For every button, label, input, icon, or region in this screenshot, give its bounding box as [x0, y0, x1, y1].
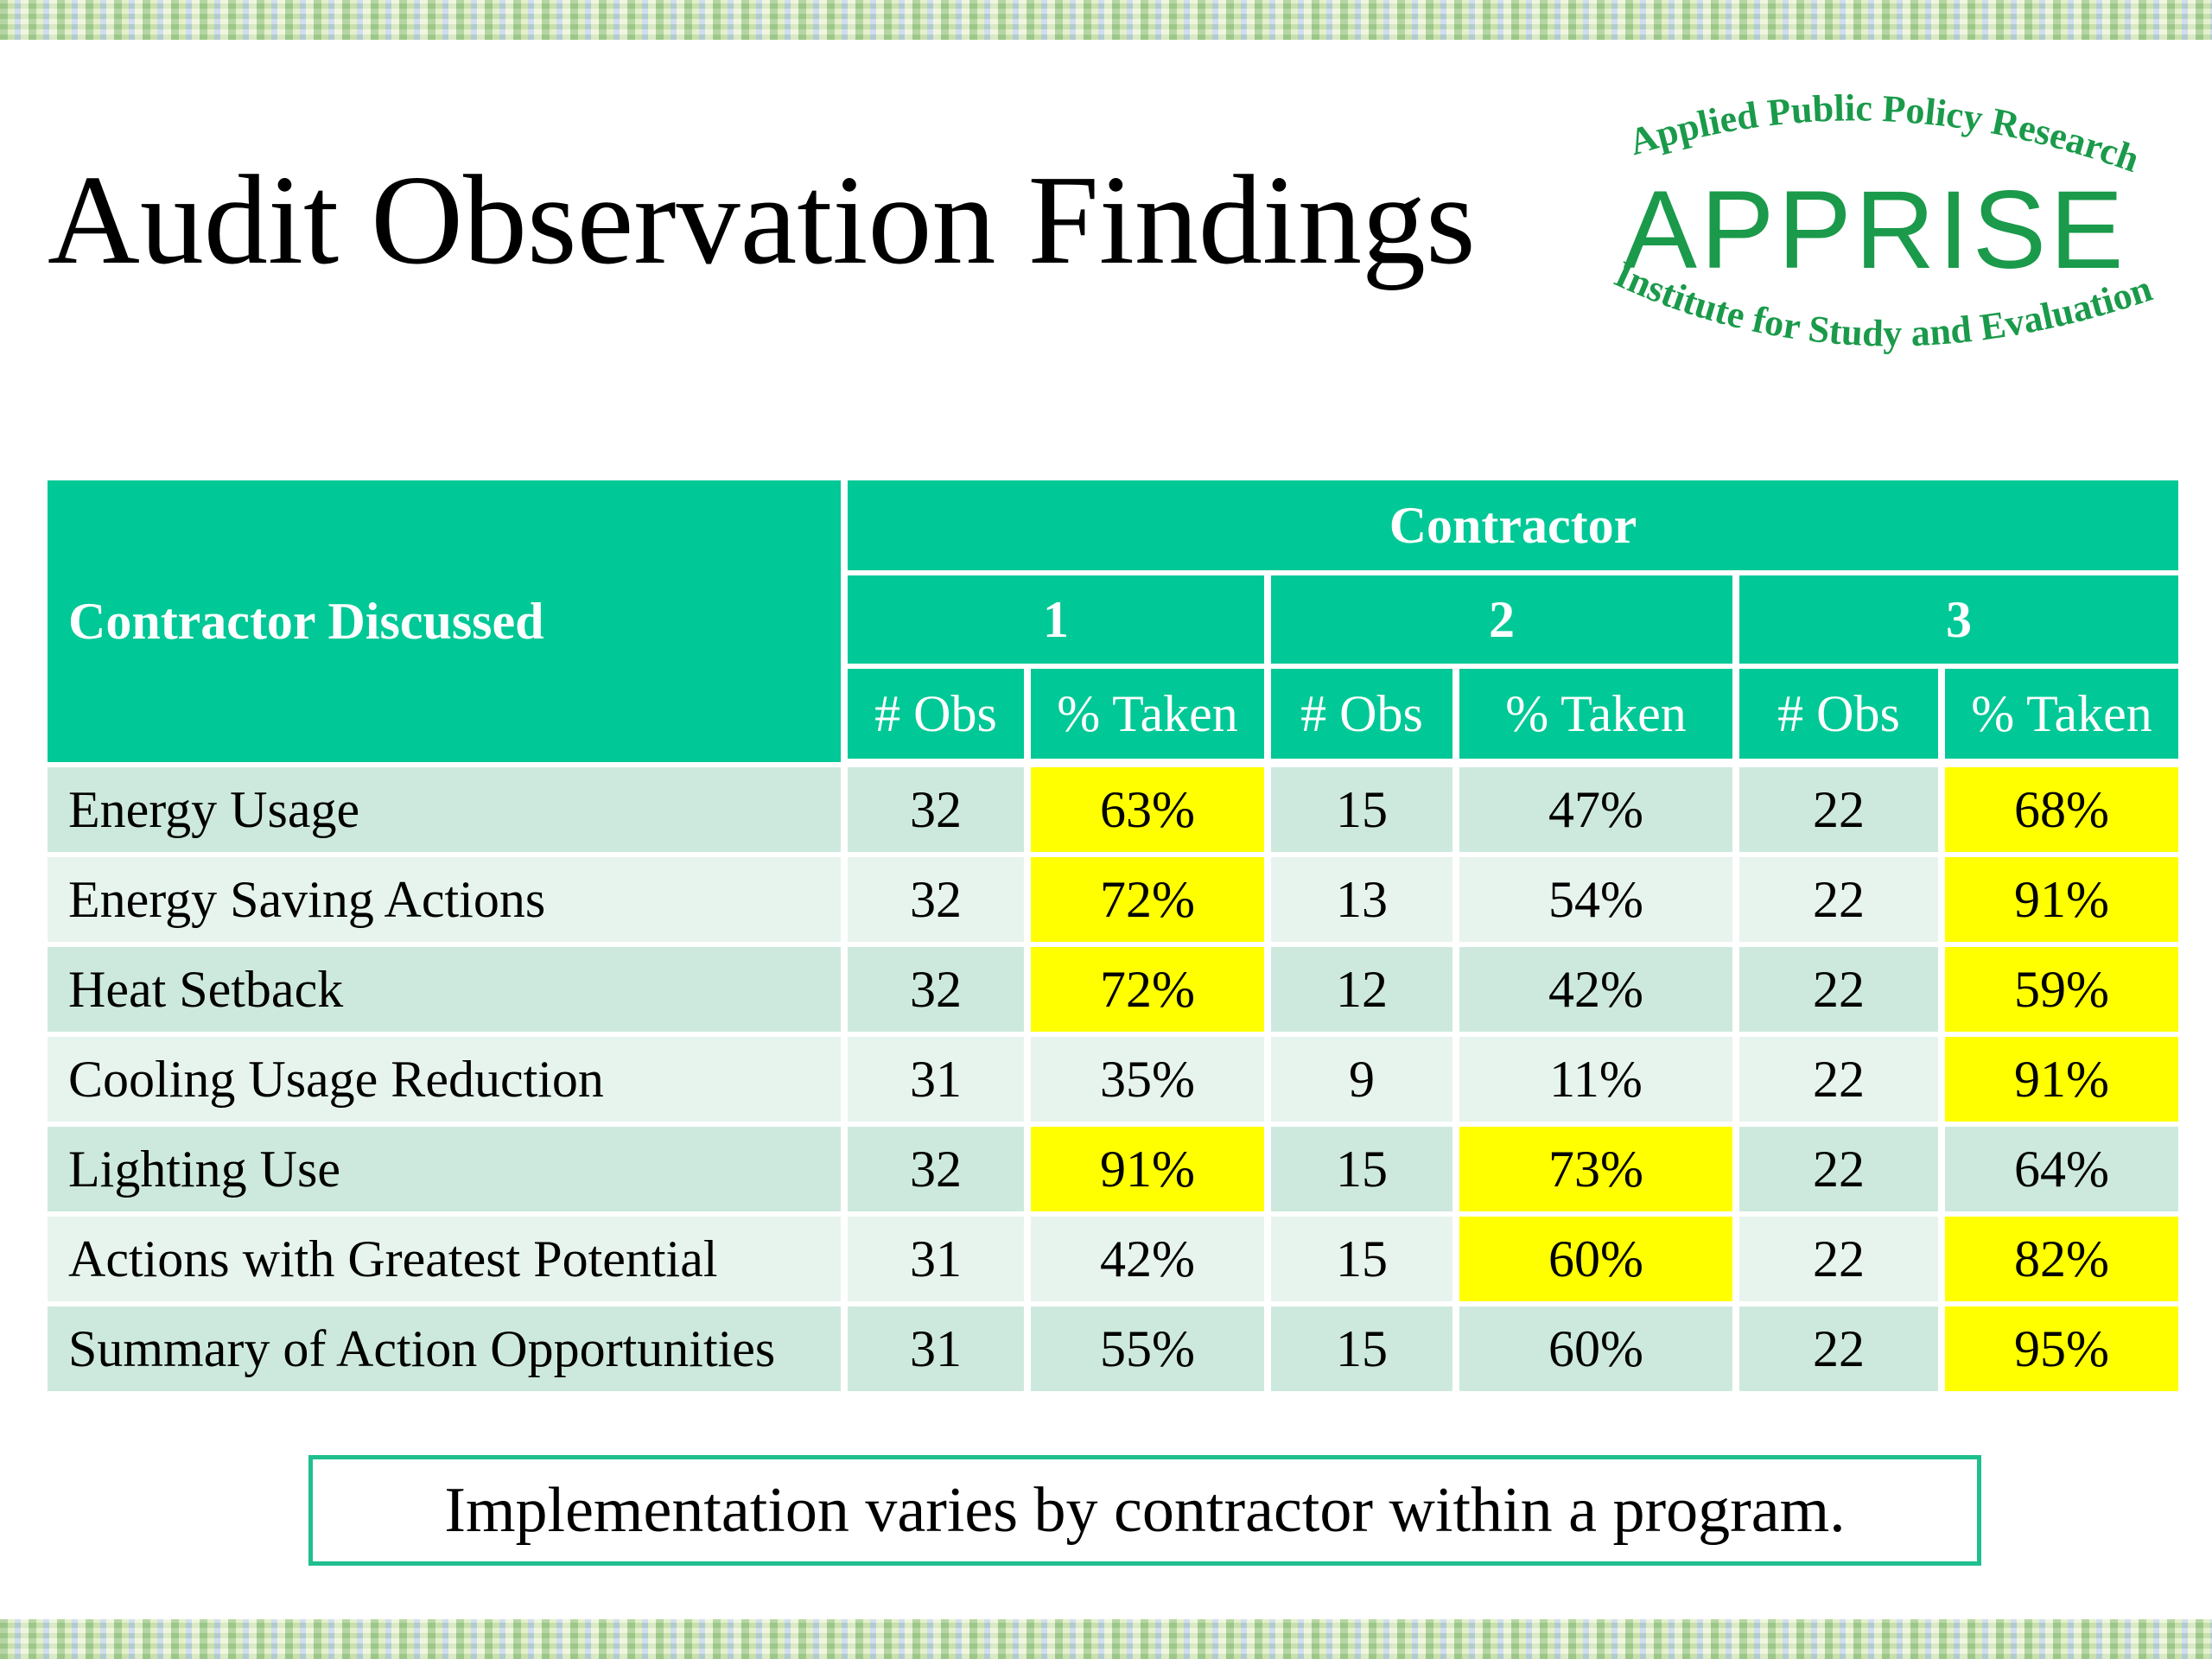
taken-cell: 95% [1945, 1306, 2185, 1396]
taken-cell: 91% [1945, 857, 2185, 947]
subheader-obs: # Obs [1739, 669, 1945, 767]
obs-cell: 22 [1739, 1037, 1945, 1127]
obs-cell: 13 [1271, 857, 1459, 947]
logo-top-arc-text: Applied Public Policy Research [1624, 86, 2145, 181]
row-label: Actions with Greatest Potential [48, 1217, 848, 1306]
taken-cell: 60% [1459, 1306, 1739, 1396]
table-row: Energy Usage 32 63% 15 47% 22 68% [48, 767, 2185, 857]
taken-cell: 64% [1945, 1127, 2185, 1217]
contractor-header: 2 [1271, 575, 1739, 669]
subheader-taken: % Taken [1945, 669, 2185, 767]
group-header-contractor: Contractor [848, 480, 2185, 575]
taken-cell: 42% [1031, 1217, 1271, 1306]
taken-cell: 72% [1031, 857, 1271, 947]
obs-cell: 22 [1739, 947, 1945, 1037]
obs-cell: 32 [848, 947, 1031, 1037]
table-row: Actions with Greatest Potential 31 42% 15 60… [48, 1217, 2185, 1306]
obs-cell: 31 [848, 1306, 1031, 1396]
table-row: Cooling Usage Reduction 31 35% 9 11% 22 91% [48, 1037, 2185, 1127]
obs-cell: 32 [848, 857, 1031, 947]
table-row: Energy Saving Actions 32 72% 13 54% 22 91% [48, 857, 2185, 947]
obs-cell: 32 [848, 767, 1031, 857]
taken-cell: 63% [1031, 767, 1271, 857]
slide-title: Audit Observation Findings [48, 149, 1476, 291]
observation-table: Contractor Discussed Contractor 1 2 3 # … [48, 480, 2185, 1396]
taken-cell: 60% [1459, 1217, 1739, 1306]
subheader-obs: # Obs [1271, 669, 1459, 767]
row-label: Lighting Use [48, 1127, 848, 1217]
contractor-header: 3 [1739, 575, 2185, 669]
subheader-obs: # Obs [848, 669, 1031, 767]
obs-cell: 22 [1739, 767, 1945, 857]
contractor-header: 1 [848, 575, 1271, 669]
obs-cell: 15 [1271, 1306, 1459, 1396]
taken-cell: 54% [1459, 857, 1739, 947]
row-label: Cooling Usage Reduction [48, 1037, 848, 1127]
taken-cell: 35% [1031, 1037, 1271, 1127]
row-label: Heat Setback [48, 947, 848, 1037]
obs-cell: 22 [1739, 1127, 1945, 1217]
table-row: Summary of Action Opportunities 31 55% 15 60… [48, 1306, 2185, 1396]
table-body: Energy Usage 32 63% 15 47% 22 68% Energy Saving… [48, 767, 2185, 1396]
obs-cell: 15 [1271, 1217, 1459, 1306]
obs-cell: 31 [848, 1217, 1031, 1306]
taken-cell: 91% [1031, 1127, 1271, 1217]
obs-cell: 9 [1271, 1037, 1459, 1127]
taken-cell: 47% [1459, 767, 1739, 857]
row-label: Summary of Action Opportunities [48, 1306, 848, 1396]
taken-cell: 82% [1945, 1217, 2185, 1306]
subheader-taken: % Taken [1031, 669, 1271, 767]
row-header: Contractor Discussed [48, 480, 848, 767]
taken-cell: 42% [1459, 947, 1739, 1037]
obs-cell: 15 [1271, 1127, 1459, 1217]
obs-cell: 32 [848, 1127, 1031, 1217]
subheader-taken: % Taken [1459, 669, 1739, 767]
obs-cell: 22 [1739, 1306, 1945, 1396]
obs-cell: 12 [1271, 947, 1459, 1037]
obs-cell: 22 [1739, 857, 1945, 947]
taken-cell: 91% [1945, 1037, 2185, 1127]
obs-cell: 15 [1271, 767, 1459, 857]
decorative-bottom-border [0, 1619, 2212, 1659]
summary-note: Implementation varies by contractor with… [308, 1455, 1981, 1566]
table-row: Heat Setback 32 72% 12 42% 22 59% [48, 947, 2185, 1037]
taken-cell: 72% [1031, 947, 1271, 1037]
decorative-top-border [0, 0, 2212, 40]
row-label: Energy Saving Actions [48, 857, 848, 947]
taken-cell: 59% [1945, 947, 2185, 1037]
row-label: Energy Usage [48, 767, 848, 857]
taken-cell: 68% [1945, 767, 2185, 857]
table-row: Lighting Use 32 91% 15 73% 22 64% [48, 1127, 2185, 1217]
taken-cell: 11% [1459, 1037, 1739, 1127]
taken-cell: 73% [1459, 1127, 1739, 1217]
logo-name: APPRISE [1624, 168, 2127, 292]
apprise-logo: Applied Public Policy Research APPRISE I… [1609, 86, 2158, 354]
taken-cell: 55% [1031, 1306, 1271, 1396]
obs-cell: 22 [1739, 1217, 1945, 1306]
obs-cell: 31 [848, 1037, 1031, 1127]
